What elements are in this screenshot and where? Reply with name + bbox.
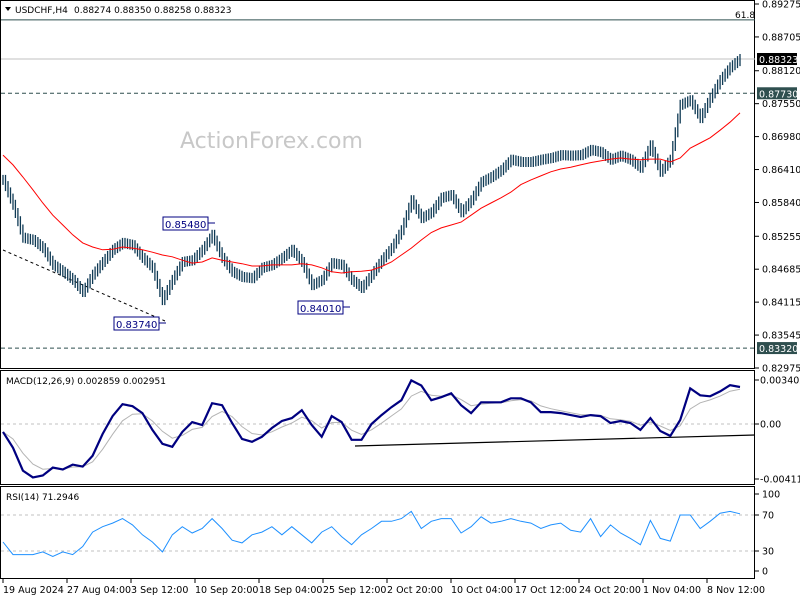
price-axis-label: 0.83545 — [762, 331, 800, 342]
moving-average-line — [2, 112, 741, 274]
svg-text:0.85480: 0.85480 — [165, 220, 206, 231]
rsi-panel[interactable] — [0, 486, 755, 579]
support-price-label: 0.83320 — [759, 344, 798, 355]
macd-main-line — [2, 378, 741, 479]
triangle-down-icon[interactable] — [5, 7, 11, 11]
current-price-label-bg — [757, 53, 797, 66]
price-axis-label: 0.89275 — [762, 0, 800, 11]
watermark: ActionForex.com — [180, 129, 363, 154]
time-axis-label: 2 Oct 20:00 — [387, 585, 443, 596]
time-axis-label: 17 Oct 12:00 — [515, 585, 577, 596]
price-axis-label: 0.88120 — [762, 66, 800, 77]
svg-text:0.83740: 0.83740 — [116, 320, 157, 331]
macd-title: MACD(12,26,9) 0.002859 0.002951 — [6, 377, 166, 387]
time-axis-label: 25 Sep 12:00 — [323, 585, 386, 596]
price-axis-label: 0.84115 — [762, 298, 800, 309]
time-axis-label: 10 Sep 20:00 — [195, 585, 258, 596]
resistance-price-label: 0.87730 — [759, 89, 798, 100]
time-axis-label: 3 Sep 12:00 — [131, 585, 188, 596]
time-axis-label: 1 Nov 04:00 — [643, 585, 701, 596]
time-axis-label: 18 Sep 04:00 — [259, 585, 322, 596]
rsi-axis-label: 70 — [762, 511, 774, 522]
time-axis-label: 8 Nov 12:00 — [707, 585, 765, 596]
macd-axis-label: 0.00 — [760, 420, 781, 431]
support-price-label-bg — [757, 342, 797, 355]
symbol-label: USDCHF,H4 — [15, 6, 68, 16]
rsi-line — [2, 510, 741, 557]
svg-text:0.84010: 0.84010 — [300, 304, 341, 315]
price-axis-label: 0.86410 — [762, 165, 800, 176]
price-axis-label: 0.87550 — [762, 99, 800, 110]
time-axis-label: 10 Oct 04:00 — [451, 585, 513, 596]
fib-label: 61.8 — [735, 11, 755, 21]
rsi-axis-label: 30 — [762, 547, 774, 558]
macd-panel[interactable] — [0, 370, 755, 485]
current-price-label: 0.88323 — [759, 55, 798, 66]
resistance-price-label-bg — [757, 87, 797, 100]
time-axis-label: 24 Oct 20:00 — [579, 585, 641, 596]
price-axis-label: 0.82975 — [762, 364, 800, 375]
time-axis-label: 19 Aug 2024 — [3, 585, 64, 596]
price-axis-label: 0.85840 — [762, 198, 800, 209]
price-axis-label: 0.85255 — [762, 232, 800, 243]
price-axis-label: 0.86980 — [762, 132, 800, 143]
rsi-title: RSI(14) 71.2946 — [6, 493, 79, 503]
rsi-axis-label: 100 — [762, 490, 780, 501]
price-axis-label: 0.88705 — [762, 32, 800, 43]
ohlc-readout: 0.88274 0.88350 0.88258 0.88323 — [74, 6, 231, 16]
annotation-low-2: 0.84010 — [297, 300, 350, 315]
price-axis-label: 0.84685 — [762, 265, 800, 276]
macd-signal-line — [2, 388, 741, 470]
rsi-axis-label: 0 — [762, 567, 768, 578]
macd-axis-label: -0.00411 — [760, 475, 800, 486]
macd-trendline — [354, 434, 756, 447]
time-axis-label: 27 Aug 04:00 — [67, 585, 131, 596]
annotation-high: 0.85480 — [162, 216, 215, 231]
price-panel[interactable] — [0, 0, 755, 369]
macd-axis-label: 0.003402 — [760, 376, 800, 387]
annotation-low-1: 0.83740 — [113, 316, 166, 331]
